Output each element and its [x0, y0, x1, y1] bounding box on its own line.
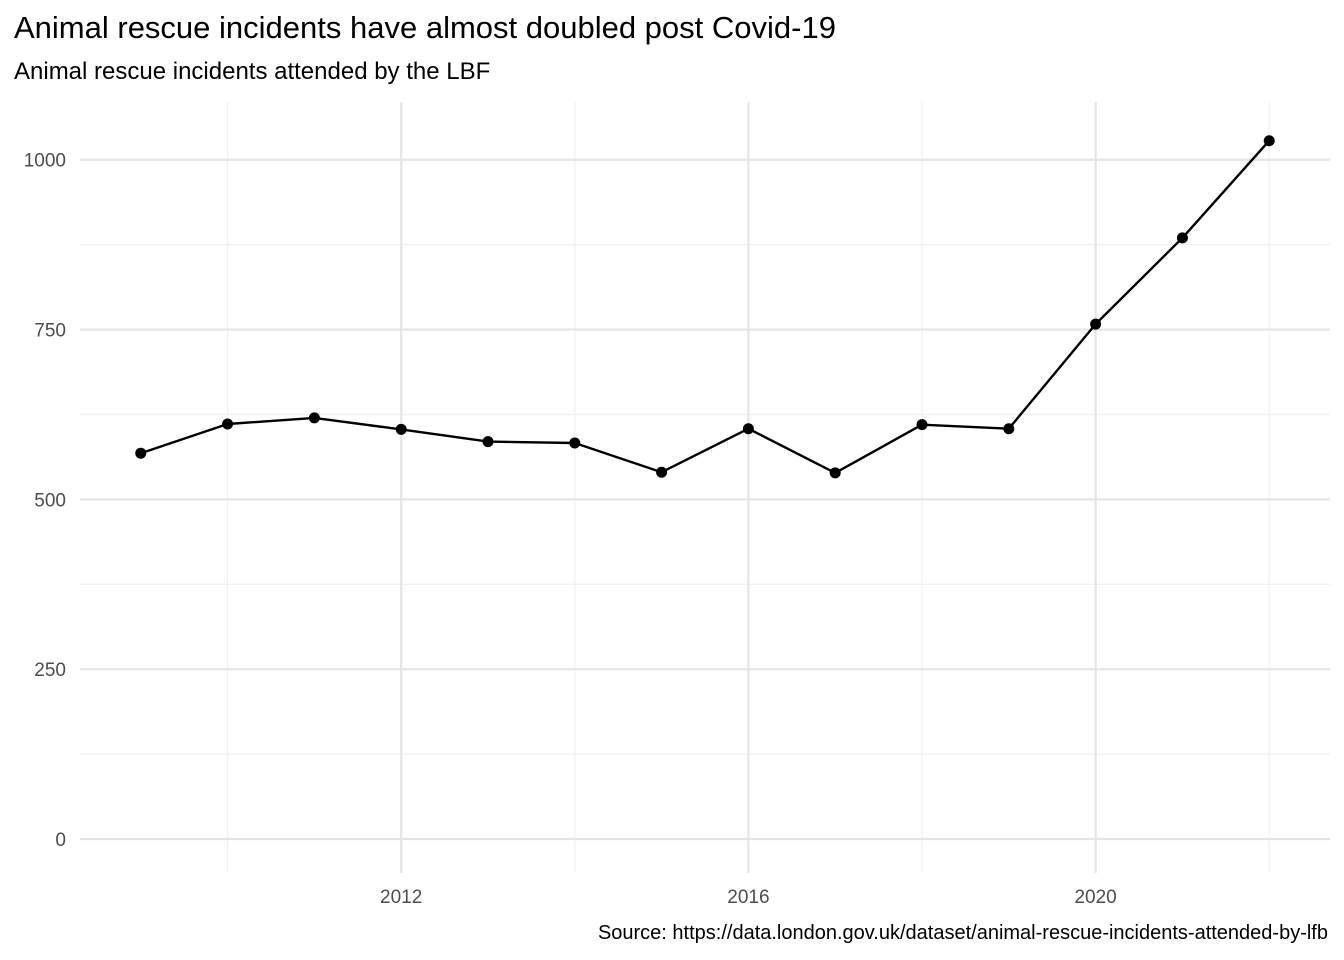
- series-line: [140, 139, 1271, 475]
- data-point: [1003, 423, 1015, 435]
- source-caption: Source: https://data.london.gov.uk/datas…: [597, 922, 1328, 944]
- x-tick-label: 2016: [727, 887, 769, 908]
- data-point: [135, 447, 147, 459]
- data-point: [1090, 318, 1102, 330]
- data-point: [916, 419, 928, 431]
- y-tick-label: 750: [34, 321, 66, 342]
- data-points: [135, 135, 1275, 479]
- x-axis-tick-labels: 2012 2016 2020: [380, 887, 1117, 908]
- data-point: [742, 423, 754, 435]
- data-point: [482, 436, 494, 448]
- data-point: [569, 437, 581, 449]
- data-point: [829, 467, 841, 479]
- y-tick-label: 1000: [24, 151, 66, 172]
- data-point: [308, 412, 320, 424]
- y-tick-label: 500: [34, 490, 66, 511]
- data-point: [395, 423, 407, 435]
- y-axis-tick-labels: 0 250 500 750 1000: [24, 151, 66, 851]
- data-point: [656, 466, 668, 478]
- series-line-group: [140, 139, 1271, 475]
- y-tick-label: 0: [55, 830, 66, 851]
- data-point: [1176, 232, 1188, 244]
- major-gridlines: [80, 102, 1330, 873]
- x-tick-label: 2012: [380, 887, 422, 908]
- minor-gridlines: [80, 102, 1330, 873]
- y-tick-label: 250: [34, 660, 66, 681]
- chart-title: Animal rescue incidents have almost doub…: [14, 10, 836, 45]
- data-point: [222, 418, 234, 430]
- x-tick-label: 2020: [1074, 887, 1116, 908]
- chart-subtitle: Animal rescue incidents attended by the …: [14, 58, 491, 85]
- data-point: [1263, 135, 1275, 147]
